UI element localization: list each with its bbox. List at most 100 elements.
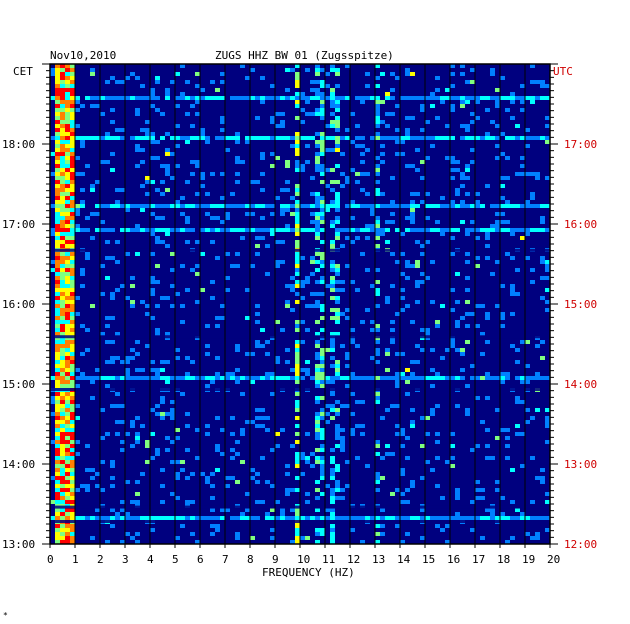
spectrogram-cell [65,72,70,76]
spectrogram-cell [360,144,365,148]
spectrogram-cell [75,516,80,520]
spectrogram-cell [540,136,545,140]
spectrogram-cell [360,432,365,436]
spectrogram-cell [330,448,335,452]
spectrogram-cell [210,472,215,476]
spectrogram-cell [520,84,525,88]
spectrogram-cell [375,376,380,380]
spectrogram-cell [430,104,435,108]
spectrogram-cell [305,328,310,332]
spectrogram-cell [210,516,215,520]
spectrogram-cell [70,456,75,460]
spectrogram-cell [375,84,380,88]
spectrogram-cell [230,204,235,208]
spectrogram-cell [60,176,65,180]
spectrogram-cell [375,136,380,140]
spectrogram-cell [295,204,300,208]
spectrogram-cell [170,440,175,444]
spectrogram-cell [55,452,60,456]
spectrogram-cell [530,136,535,140]
spectrogram-cell [295,524,300,528]
spectrogram-cell [335,200,340,204]
spectrogram-cell [70,424,75,428]
spectrogram-cell [405,216,410,220]
spectrogram-cell [335,128,340,132]
spectrogram-cell [475,236,480,240]
spectrogram-cell [400,96,405,100]
spectrogram-cell [370,96,375,100]
spectrogram-cell [225,508,230,512]
spectrogram-cell [70,508,75,512]
x-tick-label: 17 [472,553,485,566]
spectrogram-cell [260,204,265,208]
spectrogram-cell [340,516,345,520]
spectrogram-cell [345,176,350,180]
spectrogram-cell [70,188,75,192]
spectrogram-cell [335,376,340,380]
spectrogram-cell [290,68,295,72]
spectrogram-cell [430,96,435,100]
spectrogram-cell [425,192,430,196]
spectrogram-cell [145,136,150,140]
spectrogram-cell [85,376,90,380]
spectrogram-cell [60,380,65,384]
spectrogram-cell [475,192,480,196]
spectrogram-cell [295,92,300,96]
spectrogram-cell [485,508,490,512]
spectrogram-cell [55,76,60,80]
spectrogram-cell [250,68,255,72]
spectrogram-cell [135,516,140,520]
spectrogram-cell [110,404,115,408]
spectrogram-cell [425,136,430,140]
spectrogram-cell [445,460,450,464]
spectrogram-cell [150,360,155,364]
spectrogram-cell [245,376,250,380]
spectrogram-cell [270,228,275,232]
spectrogram-cell [425,120,430,124]
spectrogram-cell [530,516,535,520]
spectrogram-cell [70,196,75,200]
spectrogram-cell [215,204,220,208]
spectrogram-cell [55,280,60,284]
spectrogram-cell [305,536,310,540]
spectrogram-cell [75,208,80,212]
spectrogram-cell [55,440,60,444]
spectrogram-cell [315,80,320,84]
spectrogram-cell [340,136,345,140]
spectrogram-cell [140,228,145,232]
spectrogram-cell [150,228,155,232]
spectrogram-cell [295,224,300,228]
spectrogram-cell [270,484,275,488]
spectrogram-cell [255,180,260,184]
spectrogram-cell [545,376,550,380]
spectrogram-cell [55,380,60,384]
spectrogram-cell [120,420,125,424]
spectrogram-cell [200,288,205,292]
spectrogram-cell [285,136,290,140]
spectrogram-cell [500,284,505,288]
spectrogram-cell [390,376,395,380]
spectrogram-cell [195,264,200,268]
spectrogram-cell [385,240,390,244]
spectrogram-cell [310,176,315,180]
spectrogram-cell [115,260,120,264]
spectrogram-cell [55,372,60,376]
spectrogram-cell [155,448,160,452]
spectrogram-cell [320,368,325,372]
spectrogram-cell [335,444,340,448]
spectrogram-cell [295,116,300,120]
spectrogram-cell [85,444,90,448]
spectrogram-cell [390,340,395,344]
spectrogram-cell [495,488,500,492]
spectrogram-cell [345,308,350,312]
spectrogram-cell [315,436,320,440]
spectrogram-cell [465,300,470,304]
spectrogram-cell [320,316,325,320]
spectrogram-cell [230,372,235,376]
spectrogram-cell [450,464,455,468]
spectrogram-cell [340,444,345,448]
spectrogram-cell [230,448,235,452]
spectrogram-cell [280,428,285,432]
spectrogram-cell [60,352,65,356]
spectrogram-cell [170,80,175,84]
